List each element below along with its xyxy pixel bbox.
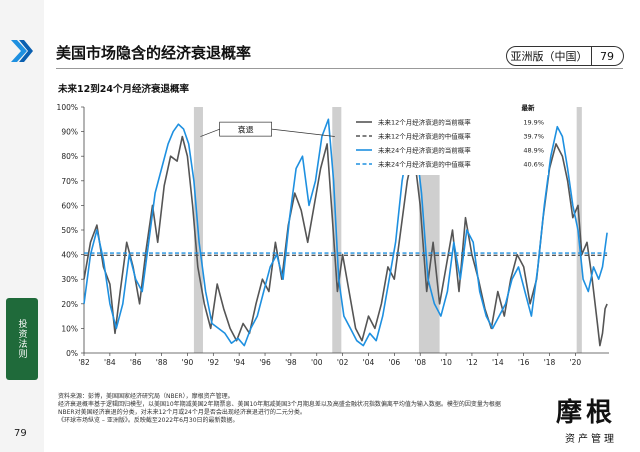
x-tick-label: '82 [78,358,90,367]
footnote: 资料来源：彭博，美国国家经济研究局（NBER），摩根资产管理。 经济衰退概率基于… [58,393,528,425]
y-tick-label: 80% [61,152,78,161]
x-tick-label: '08 [414,358,426,367]
legend-box [352,103,548,175]
x-tick-label: '84 [104,358,116,367]
legend-latest-value: 39.7% [523,133,544,141]
x-tick-label: '14 [492,358,504,367]
brand-subtitle: 资产管理 [565,434,617,445]
page-number-left: 79 [14,428,27,439]
title-divider [56,68,623,69]
brand-logo: 摩根 [556,398,617,428]
x-tick-label: '12 [466,358,478,367]
legend-entry: 未来24个月经济衰退的当前概率 [378,146,471,155]
x-tick-label: '06 [389,358,401,367]
x-tick-label: '00 [311,358,323,367]
chevron-logo-icon [11,40,33,62]
legend-header: 最新 [522,103,536,112]
legend-entry: 未来12个月经济衰退的当前概率 [378,118,471,127]
x-tick-label: '16 [518,358,530,367]
x-tick-label: '90 [182,358,194,367]
x-tick-label: '96 [259,358,271,367]
section-tab[interactable]: 投资法则 [6,298,38,380]
x-tick-label: '92 [208,358,220,367]
y-tick-label: 30% [61,275,78,284]
chart-title: 未来12到24个月经济衰退概率 [58,84,189,95]
y-tick-label: 70% [61,177,78,186]
page-title: 美国市场隐含的经济衰退概率 [56,44,252,62]
legend-entry: 未来24个月经济衰退的中值概率 [378,160,471,169]
x-tick-label: '88 [156,358,168,367]
footnote-line: 经济衰退概率基于逻辑回归模型，以美国10年期减美国2年期票息、美国10年期减美国… [58,401,501,408]
x-tick-label: '98 [285,358,297,367]
y-tick-label: 10% [61,324,78,333]
annotation-label: 衰退 [238,125,254,135]
y-tick-label: 40% [61,251,78,260]
legend-entry: 未来12个月经济衰退的中值概率 [378,132,471,141]
footnote-line: NBER对美国经济衰退的分类，对未来12个月或24个月是否会出现经济衰退进行的二… [58,409,306,416]
annotation-arrow [200,128,220,137]
x-tick-label: '94 [233,358,245,367]
legend-latest-value: 48.9% [523,147,544,155]
x-tick-label: '10 [440,358,452,367]
y-tick-label: 0% [66,349,78,358]
legend-latest-value: 19.9% [523,119,544,127]
x-tick-label: '20 [570,358,582,367]
legend-latest-value: 40.6% [523,161,544,169]
y-tick-label: 60% [61,201,78,210]
page-number: 79 [591,46,624,66]
footnote-line: 资料来源：彭博，美国国家经济研究局（NBER），摩根资产管理。 [58,393,234,400]
y-tick-label: 50% [61,226,78,235]
x-tick-label: '18 [544,358,556,367]
footnote-line: 《环球市场纵览 – 亚洲版》。反映截至2022年6月30日的最新数据。 [58,417,239,424]
series-line [83,118,608,347]
x-tick-label: '02 [337,358,349,367]
x-tick-label: '86 [130,358,142,367]
x-tick-label: '04 [363,358,375,367]
y-tick-label: 90% [61,128,78,137]
y-tick-label: 100% [57,103,78,112]
y-tick-label: 20% [61,300,78,309]
annotation-arrow [271,128,335,137]
